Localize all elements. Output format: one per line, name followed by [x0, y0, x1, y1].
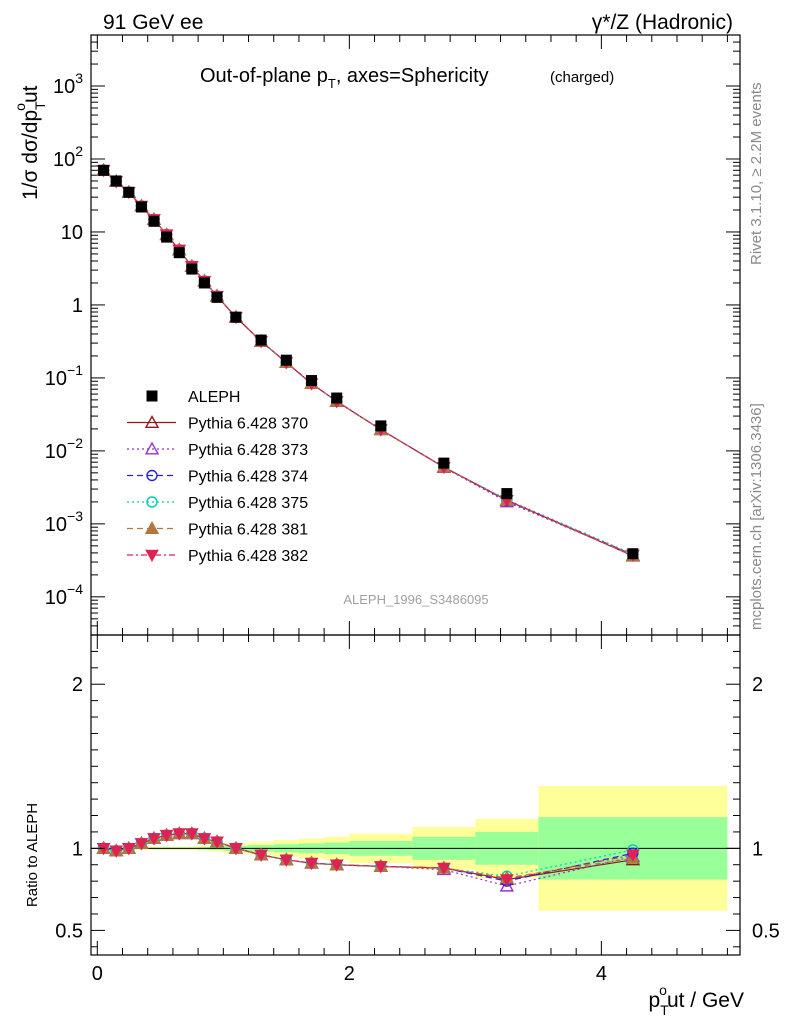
- ratio-y-tick-label: 1: [72, 838, 83, 860]
- mcplots-label: mcplots.cern.ch [arXiv:1306.3436]: [748, 403, 765, 630]
- main-point-aleph: [331, 392, 343, 404]
- legend-marker-pythia-6-428-370: [144, 415, 160, 428]
- ratio-frame: [90, 634, 741, 956]
- main-point-aleph: [110, 175, 122, 187]
- main-point-aleph: [123, 186, 135, 198]
- legend-label-pythia-6-428-370: Pythia 6.428 370: [188, 416, 308, 433]
- legend-label-pythia-6-428-373: Pythia 6.428 373: [188, 442, 308, 459]
- x-tick-label: 4: [596, 963, 607, 985]
- legend-marker-pythia-6-428-374: [146, 469, 158, 482]
- legend-label-pythia-6-428-381: Pythia 6.428 381: [188, 522, 308, 539]
- main-line-pythia-6-428-382: [103, 169, 634, 556]
- main-line-pythia-6-428-375: [103, 169, 634, 555]
- x-tick-label: 0: [92, 963, 103, 985]
- ratio-point-pythia-6-428-382: [134, 838, 149, 851]
- main-y-tick-label: 10−4: [45, 581, 83, 609]
- main-y-tick-label: 10: [61, 222, 83, 244]
- ratio-point-pythia-6-428-382: [229, 843, 243, 856]
- main-line-pythia-6-428-374: [103, 169, 634, 556]
- main-point-aleph: [230, 311, 242, 323]
- main-y-tick-label: 10−1: [45, 362, 83, 390]
- ratio-point-pythia-6-428-382: [121, 843, 136, 856]
- ratio-point-pythia-6-428-382: [279, 854, 294, 867]
- main-point-aleph: [438, 457, 450, 469]
- legend-marker-pythia-6-428-375: [146, 496, 158, 508]
- main-line-pythia-6-428-381: [103, 169, 634, 557]
- ratio-y-tick-label-right: 1: [752, 838, 763, 860]
- plot-title-small: (charged): [550, 69, 614, 86]
- legend-marker-pythia-6-428-381: [144, 521, 160, 534]
- main-y-tick-label: 102: [53, 143, 83, 171]
- main-point-aleph: [198, 277, 210, 289]
- ratio-point-pythia-6-428-382: [109, 845, 124, 858]
- ratio-point-pythia-6-428-382: [254, 849, 268, 862]
- header-left: 91 GeV ee: [103, 11, 203, 34]
- ratio-point-pythia-6-428-382: [500, 874, 514, 887]
- main-point-aleph: [161, 231, 173, 243]
- legend: ALEPH Pythia 6.428 370 Pythia 6.428 373 Pyt…: [127, 389, 308, 565]
- main-line-pythia-6-428-373: [103, 169, 634, 556]
- main-point-aleph: [98, 164, 110, 176]
- main-point-aleph: [186, 263, 198, 275]
- ratio-point-pythia-6-428-382: [96, 843, 111, 856]
- main-y-tick-label: 10−3: [45, 508, 83, 536]
- ratio-point-pythia-6-428-382: [197, 833, 212, 846]
- legend-marker-pythia-6-428-373: [144, 441, 160, 455]
- legend-label-pythia-6-428-374: Pythia 6.428 374: [188, 469, 308, 486]
- main-y-tick-label: 10−2: [45, 435, 83, 463]
- main-point-aleph: [135, 201, 147, 213]
- main-point-aleph: [211, 291, 223, 303]
- legend-label-pythia-6-428-382: Pythia 6.428 382: [188, 548, 308, 565]
- plot-title: Out-of-plane pT, axes=Sphericity: [200, 65, 489, 91]
- ratio-point-pythia-6-428-382: [304, 857, 319, 871]
- main-y-tick-label: 103: [53, 70, 83, 98]
- main-y-tick-label: 1: [72, 295, 83, 317]
- main-x-ticks: [96, 35, 728, 635]
- ratio-point-pythia-6-428-382: [184, 828, 199, 841]
- main-point-aleph: [627, 548, 639, 560]
- x-axis-label: pTout / GeV: [648, 982, 744, 1018]
- ratio-point-pythia-6-428-382: [172, 828, 187, 841]
- ratio-y-axis-label: Ratio to ALEPH: [24, 803, 41, 907]
- header-right: γ*/Z (Hadronic): [592, 11, 733, 34]
- ratio-y-tick-label-right: 0.5: [752, 920, 780, 942]
- main-frame: [90, 34, 741, 636]
- ratio-point-pythia-6-428-382: [210, 836, 224, 849]
- main-point-aleph: [255, 334, 267, 346]
- ratio-series: [96, 826, 641, 892]
- main-point-aleph: [501, 488, 513, 500]
- ratio-point-pythia-6-428-382: [437, 862, 451, 876]
- rivet-label: Rivet 3.1.10, ≥ 2.2M events: [748, 83, 765, 266]
- ratio-panel: 0.5 0.5 1 1 2 2 0 2 4 Ratio to ALEPH pTout / Ge…: [24, 634, 780, 1018]
- ratio-point-pythia-6-428-382: [329, 859, 344, 872]
- ratio-y-ticks: 0.5 0.5 1 1 2 2: [55, 634, 780, 948]
- ratio-point-pythia-6-428-382: [147, 833, 161, 846]
- main-point-aleph: [280, 354, 292, 366]
- ratio-y-tick-label: 0.5: [55, 920, 83, 942]
- ratio-point-pythia-6-428-382: [159, 829, 174, 843]
- main-series: [96, 162, 641, 563]
- main-point-aleph: [375, 420, 387, 432]
- legend-label-aleph: ALEPH: [188, 389, 240, 406]
- x-tick-label: 2: [344, 963, 355, 985]
- main-point-aleph: [173, 247, 185, 259]
- legend-marker-aleph: [146, 390, 158, 402]
- legend-marker-pythia-6-428-382: [145, 549, 159, 563]
- analysis-watermark: ALEPH_1996_S3486095: [343, 592, 488, 607]
- y-axis-label: 1/σ dσ/dpTout: [12, 85, 48, 200]
- main-line-pythia-6-428-370: [103, 169, 634, 557]
- ratio-y-tick-label-right: 2: [752, 674, 763, 696]
- main-point-aleph: [148, 215, 160, 227]
- main-point-aleph: [306, 375, 318, 387]
- ratio-x-ticks: 0 2 4: [92, 635, 728, 985]
- ratio-point-pythia-6-428-382: [626, 849, 640, 862]
- ratio-point-pythia-6-428-382: [373, 861, 388, 874]
- ratio-y-tick-label: 2: [72, 674, 83, 696]
- legend-label-pythia-6-428-375: Pythia 6.428 375: [188, 495, 308, 512]
